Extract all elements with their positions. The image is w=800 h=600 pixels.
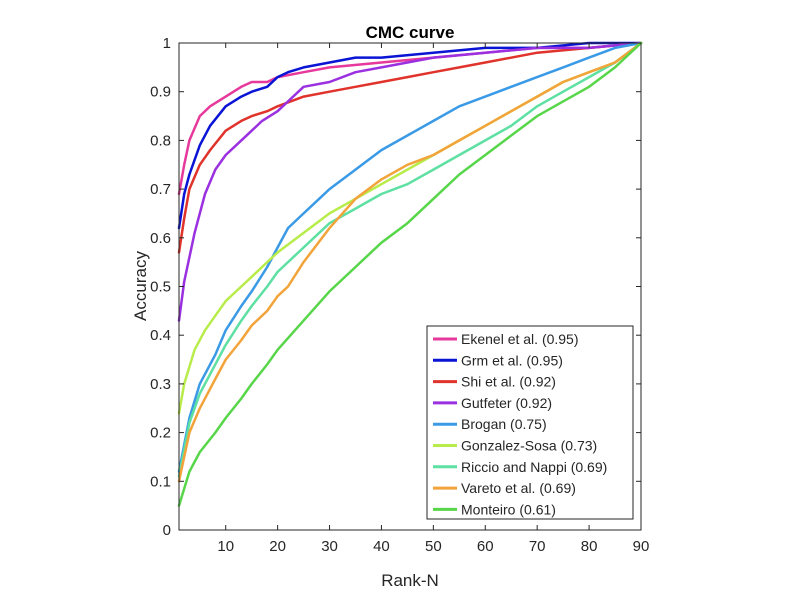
legend-label: Ekenel et al. (0.95) — [461, 331, 579, 347]
y-tick-label: 0.1 — [150, 473, 171, 490]
x-tick-label: 70 — [529, 538, 546, 555]
x-tick-label: 80 — [581, 538, 598, 555]
chart-title: CMC curve — [366, 23, 455, 42]
y-tick-label: 1 — [163, 35, 171, 52]
legend-label: Monteiro (0.61) — [461, 501, 556, 517]
y-tick-label: 0.8 — [150, 132, 171, 149]
y-tick-label: 0.3 — [150, 376, 171, 393]
plot-lines — [177, 41, 643, 507]
legend-label: Vareto et al. (0.69) — [461, 480, 576, 496]
x-axis-label: Rank-N — [381, 571, 439, 590]
series-line — [177, 41, 643, 254]
legend-box — [426, 325, 634, 520]
legend-label: Riccio and Nappi (0.69) — [461, 459, 607, 475]
legend-label: Grm et al. (0.95) — [461, 352, 563, 368]
legend: Ekenel et al. (0.95) Grm et al. (0.95) Shi… — [426, 325, 634, 520]
y-tick-label: 0.9 — [150, 84, 171, 101]
x-tick-label: 50 — [425, 538, 442, 555]
x-tick-label: 60 — [477, 538, 494, 555]
x-tick-label: 90 — [633, 538, 650, 555]
y-tick-label: 0.4 — [150, 327, 171, 344]
series-line — [177, 41, 643, 483]
x-tick-label: 20 — [269, 538, 286, 555]
x-tick-label: 30 — [321, 538, 338, 555]
x-axis: 10 20 30 40 50 60 70 80 90 — [217, 43, 649, 555]
series-line — [177, 41, 643, 473]
y-axis: 0 0.1 0.2 0.3 0.4 0.5 0.6 0.7 0.8 0.9 1 — [150, 35, 641, 539]
series-line — [177, 41, 643, 322]
legend-label: Gutfeter (0.92) — [461, 395, 552, 411]
x-tick-label: 10 — [217, 538, 234, 555]
legend-label: Shi et al. (0.92) — [461, 374, 556, 390]
series-line — [177, 41, 643, 507]
series-line — [177, 41, 643, 478]
x-tick-label: 40 — [373, 538, 390, 555]
legend-label: Brogan (0.75) — [461, 416, 547, 432]
y-tick-label: 0.2 — [150, 425, 171, 442]
y-tick-label: 0.6 — [150, 230, 171, 247]
y-tick-label: 0.5 — [150, 279, 171, 296]
y-tick-label: 0.7 — [150, 181, 171, 198]
y-axis-label: Accuracy — [131, 251, 150, 321]
series-line — [177, 41, 643, 230]
legend-label: Gonzalez-Sosa (0.73) — [461, 438, 597, 454]
y-tick-label: 0 — [163, 522, 171, 539]
